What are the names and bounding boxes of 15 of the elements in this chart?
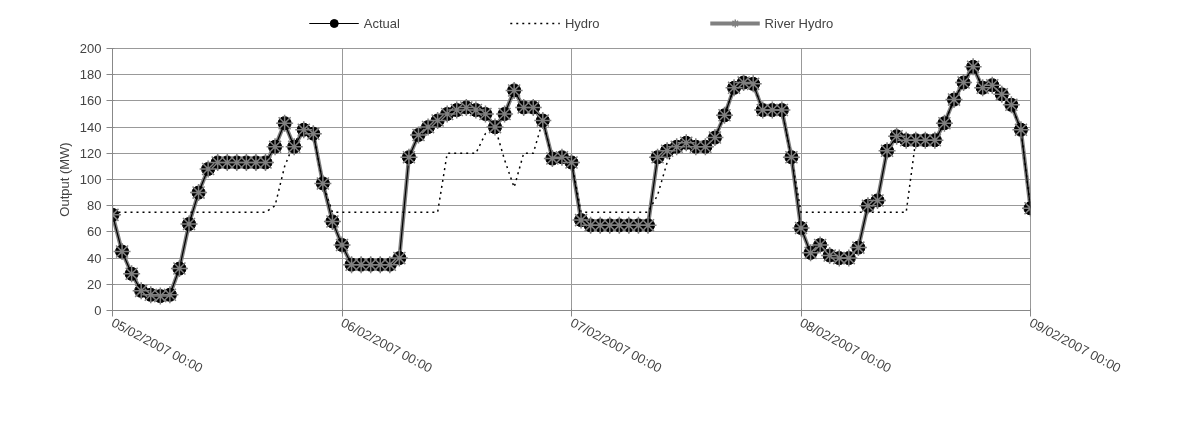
y-tick-label: 200: [79, 41, 102, 56]
y-tick-label: 0: [94, 303, 102, 318]
y-tick-label: 20: [87, 276, 102, 292]
legend-label: Hydro: [564, 15, 600, 31]
y-axis-title: Output (MW): [56, 142, 72, 217]
y-tick-label: 60: [87, 224, 102, 240]
y-tick-label: 160: [79, 93, 102, 109]
y-tick-label: 180: [79, 67, 102, 83]
y-tick-label: 120: [79, 145, 102, 161]
legend-label: River Hydro: [764, 15, 834, 31]
y-tick-label: 140: [79, 119, 102, 135]
y-tick-label: 80: [87, 198, 102, 214]
legend-label: Actual: [363, 15, 400, 31]
y-tick-label: 40: [87, 250, 102, 266]
y-tick-label: 100: [79, 172, 102, 187]
